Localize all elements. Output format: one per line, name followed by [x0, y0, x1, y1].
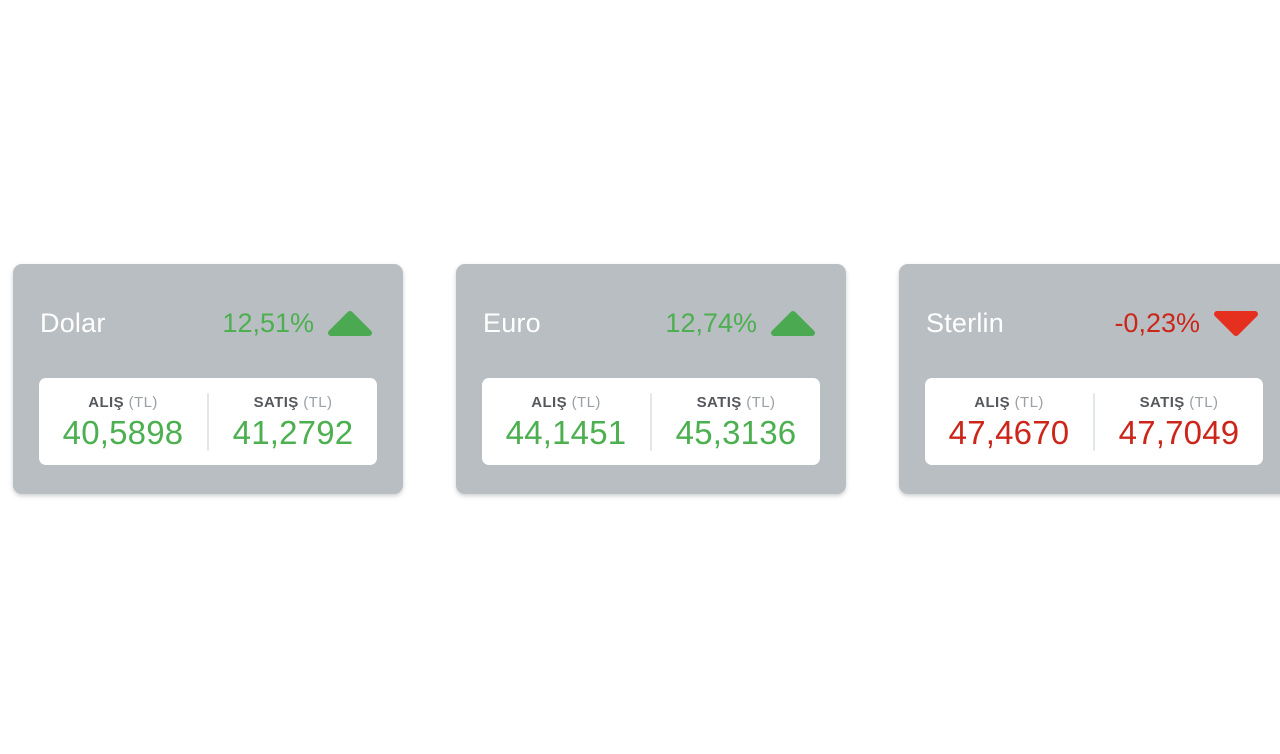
price-box: ALIŞ (TL) 44,1451 SATIŞ (TL) 45,3136 [482, 378, 820, 465]
sell-label: SATIŞ (TL) [1095, 394, 1263, 411]
currency-card-dolar: Dolar 12,51% ALIŞ (TL) [13, 264, 403, 494]
price-divider [1093, 392, 1095, 451]
change-group: 12,74% [665, 310, 816, 337]
change-percentage: -0,23% [1114, 308, 1200, 338]
change-group: -0,23% [1114, 310, 1259, 337]
price-divider [650, 392, 652, 451]
card-header: Dolar 12,51% [13, 264, 403, 337]
buy-label-text: ALIŞ [974, 394, 1011, 411]
buy-unit: (TL) [571, 394, 601, 411]
card-header: Euro 12,74% [456, 264, 846, 337]
currency-card-euro: Euro 12,74% ALIŞ (TL) [456, 264, 846, 494]
buy-unit: (TL) [1014, 394, 1044, 411]
sell-value: 47,7049 [1118, 414, 1240, 451]
buy-value: 40,5898 [62, 414, 184, 451]
sell-label-text: SATIŞ [1139, 394, 1185, 411]
buy-value: 47,4670 [948, 414, 1070, 451]
sell-label: SATIŞ (TL) [209, 394, 377, 411]
price-box: ALIŞ (TL) 40,5898 SATIŞ (TL) 41,2792 [39, 378, 377, 465]
buy-label-text: ALIŞ [531, 394, 568, 411]
sell-label-text: SATIŞ [253, 394, 299, 411]
currency-title: Dolar [40, 308, 106, 338]
sell-value: 45,3136 [675, 414, 797, 451]
buy-label: ALIŞ (TL) [925, 394, 1093, 411]
sell-unit: (TL) [746, 394, 776, 411]
sell-column: SATIŞ (TL) 47,7049 [1095, 394, 1263, 449]
trend-down-triangle-icon [1213, 310, 1259, 337]
sell-column: SATIŞ (TL) 41,2792 [209, 394, 377, 449]
buy-label: ALIŞ (TL) [482, 394, 650, 411]
currency-title: Sterlin [926, 308, 1004, 338]
currency-title: Euro [483, 308, 541, 338]
sell-unit: (TL) [1189, 394, 1219, 411]
price-box: ALIŞ (TL) 47,4670 SATIŞ (TL) 47,7049 [925, 378, 1263, 465]
buy-column: ALIŞ (TL) 47,4670 [925, 394, 1093, 449]
currency-card-sterlin: Sterlin -0,23% ALIŞ (TL) [899, 264, 1280, 494]
sell-unit: (TL) [303, 394, 333, 411]
buy-label: ALIŞ (TL) [39, 394, 207, 411]
sell-label-text: SATIŞ [696, 394, 742, 411]
change-percentage: 12,51% [222, 308, 314, 338]
change-percentage: 12,74% [665, 308, 757, 338]
buy-label-text: ALIŞ [88, 394, 125, 411]
card-header: Sterlin -0,23% [899, 264, 1280, 337]
buy-unit: (TL) [128, 394, 158, 411]
currency-cards-row: Dolar 12,51% ALIŞ (TL) [13, 264, 1280, 494]
change-group: 12,51% [222, 310, 373, 337]
buy-column: ALIŞ (TL) 40,5898 [39, 394, 207, 449]
sell-column: SATIŞ (TL) 45,3136 [652, 394, 820, 449]
trend-up-triangle-icon [327, 310, 373, 337]
sell-label: SATIŞ (TL) [652, 394, 820, 411]
buy-column: ALIŞ (TL) 44,1451 [482, 394, 650, 449]
trend-up-triangle-icon [770, 310, 816, 337]
sell-value: 41,2792 [232, 414, 354, 451]
price-divider [207, 392, 209, 451]
buy-value: 44,1451 [505, 414, 627, 451]
